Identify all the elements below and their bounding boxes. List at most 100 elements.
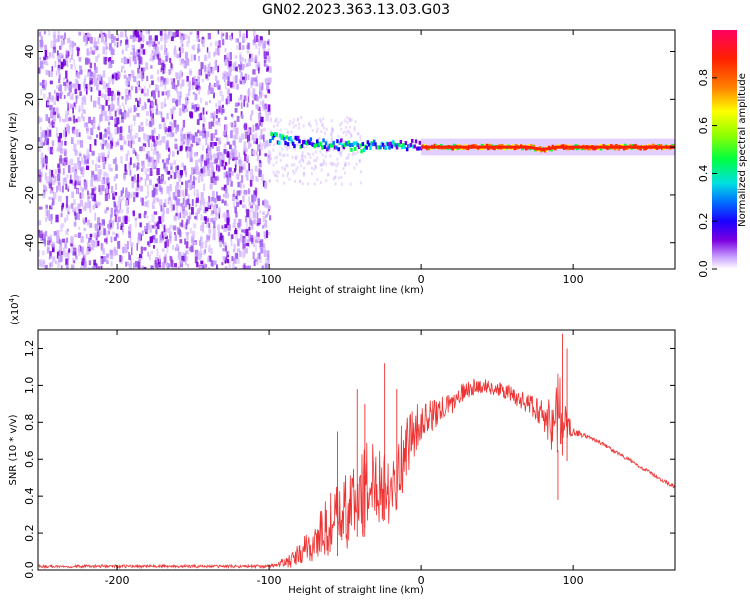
noise-cell xyxy=(251,134,255,141)
track-cell xyxy=(359,143,362,148)
noise-cell xyxy=(233,168,236,173)
noise-cell xyxy=(77,84,81,91)
noise-cell xyxy=(44,60,48,65)
noise-cell xyxy=(111,95,114,101)
noise-cell xyxy=(161,214,165,223)
noise-cell xyxy=(114,110,117,117)
noise-cell xyxy=(239,30,241,38)
noise-cell xyxy=(101,248,104,252)
noise-cell xyxy=(86,219,91,226)
noise-cell xyxy=(136,179,140,188)
noise-cell xyxy=(113,236,117,241)
noise-cell xyxy=(267,254,269,260)
halo-cell xyxy=(331,127,334,131)
noise-cell xyxy=(254,58,258,62)
noise-cell xyxy=(95,163,98,172)
noise-cell xyxy=(67,92,71,97)
noise-cell xyxy=(185,241,189,249)
noise-cell xyxy=(255,62,258,68)
noise-cell xyxy=(50,187,54,194)
halo-cell xyxy=(282,174,285,177)
noise-cell xyxy=(215,75,218,82)
noise-cell xyxy=(159,199,163,206)
halo-cell xyxy=(294,123,297,127)
halo-cell xyxy=(300,158,303,162)
noise-cell xyxy=(258,82,262,87)
noise-cell xyxy=(264,153,268,157)
noise-cell xyxy=(45,161,48,170)
track-cell xyxy=(336,139,339,144)
noise-cell xyxy=(124,88,129,96)
track-cell xyxy=(278,140,281,145)
noise-cell xyxy=(129,56,131,63)
halo-cell xyxy=(276,155,278,159)
noise-cell xyxy=(267,154,270,163)
noise-cell xyxy=(189,174,192,181)
noise-cell xyxy=(144,201,148,207)
noise-cell xyxy=(105,185,108,194)
noise-cell xyxy=(268,142,272,147)
noise-cell xyxy=(49,251,52,258)
noise-cell xyxy=(190,54,193,62)
noise-cell xyxy=(41,62,44,70)
noise-cell xyxy=(46,127,49,131)
noise-cell xyxy=(121,197,125,201)
noise-cell xyxy=(97,74,101,81)
noise-cell xyxy=(76,189,79,195)
noise-cell xyxy=(172,151,175,157)
colorbar-tick-label: 0.8 xyxy=(697,69,710,87)
snr-ylabel: SNR (10 * v/v) xyxy=(8,414,19,485)
halo-cell xyxy=(272,163,275,167)
noise-cell xyxy=(60,94,62,99)
noise-cell xyxy=(257,61,260,67)
noise-cell xyxy=(39,82,43,86)
noise-cell xyxy=(44,80,47,87)
halo-cell xyxy=(345,156,348,160)
noise-cell xyxy=(194,80,199,88)
track-cell xyxy=(389,141,392,146)
noise-cell xyxy=(177,251,182,257)
noise-cell xyxy=(169,236,172,241)
noise-cell xyxy=(63,77,65,81)
noise-cell xyxy=(135,107,138,111)
noise-cell xyxy=(83,220,86,225)
noise-cell xyxy=(83,81,86,88)
noise-cell xyxy=(219,158,223,166)
noise-cell xyxy=(168,192,171,197)
noise-cell xyxy=(232,114,234,119)
noise-cell xyxy=(124,216,128,224)
noise-cell xyxy=(200,236,203,242)
noise-cell xyxy=(137,49,140,53)
noise-cell xyxy=(181,48,184,54)
noise-cell xyxy=(176,183,179,189)
noise-cell xyxy=(103,256,106,262)
halo-cell xyxy=(272,170,275,174)
noise-cell xyxy=(258,112,262,120)
noise-cell xyxy=(151,225,156,229)
noise-cell xyxy=(207,131,210,138)
noise-cell xyxy=(226,177,230,186)
track-cell xyxy=(413,144,416,149)
noise-cell xyxy=(257,39,262,47)
noise-cell xyxy=(237,238,240,247)
noise-cell xyxy=(104,209,108,214)
halo-cell xyxy=(356,150,359,154)
noise-cell xyxy=(238,159,241,165)
x-tick-label: -100 xyxy=(257,574,282,587)
noise-cell xyxy=(152,149,155,156)
noise-cell xyxy=(154,147,157,155)
noise-cell xyxy=(265,230,269,238)
noise-cell xyxy=(218,236,222,242)
noise-cell xyxy=(76,49,80,57)
noise-cell xyxy=(215,103,217,108)
noise-cell xyxy=(85,180,88,187)
x-tick-label: -100 xyxy=(257,273,282,286)
noise-cell xyxy=(74,213,76,219)
noise-cell xyxy=(48,52,51,59)
track-cell xyxy=(279,133,282,138)
noise-cell xyxy=(147,184,149,192)
halo-cell xyxy=(348,147,351,151)
halo-cell xyxy=(285,145,288,149)
noise-cell xyxy=(222,38,225,46)
noise-cell xyxy=(70,63,73,70)
